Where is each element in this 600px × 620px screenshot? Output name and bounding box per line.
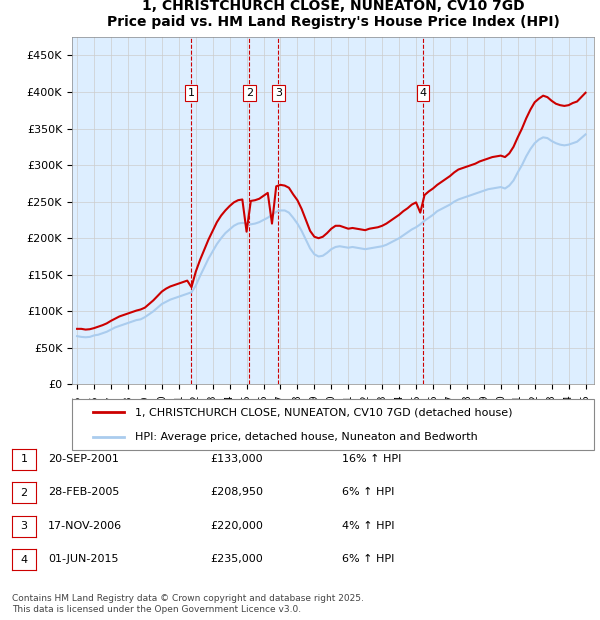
Text: 3: 3 xyxy=(20,521,28,531)
Text: 4: 4 xyxy=(20,555,28,565)
Text: 6% ↑ HPI: 6% ↑ HPI xyxy=(342,554,394,564)
Title: 1, CHRISTCHURCH CLOSE, NUNEATON, CV10 7GD
Price paid vs. HM Land Registry's Hous: 1, CHRISTCHURCH CLOSE, NUNEATON, CV10 7G… xyxy=(107,0,559,29)
Text: 16% ↑ HPI: 16% ↑ HPI xyxy=(342,454,401,464)
Text: 4: 4 xyxy=(419,88,427,98)
Text: £133,000: £133,000 xyxy=(210,454,263,464)
Text: 6% ↑ HPI: 6% ↑ HPI xyxy=(342,487,394,497)
Text: HPI: Average price, detached house, Nuneaton and Bedworth: HPI: Average price, detached house, Nune… xyxy=(134,432,478,442)
Text: 1: 1 xyxy=(20,454,28,464)
Text: 01-JUN-2015: 01-JUN-2015 xyxy=(48,554,119,564)
Text: £220,000: £220,000 xyxy=(210,521,263,531)
Text: 2: 2 xyxy=(246,88,253,98)
Text: 20-SEP-2001: 20-SEP-2001 xyxy=(48,454,119,464)
FancyBboxPatch shape xyxy=(72,399,594,450)
Text: 3: 3 xyxy=(275,88,282,98)
Text: 17-NOV-2006: 17-NOV-2006 xyxy=(48,521,122,531)
Text: 1: 1 xyxy=(187,88,194,98)
Text: 1, CHRISTCHURCH CLOSE, NUNEATON, CV10 7GD (detached house): 1, CHRISTCHURCH CLOSE, NUNEATON, CV10 7G… xyxy=(134,407,512,417)
Text: £235,000: £235,000 xyxy=(210,554,263,564)
Text: 28-FEB-2005: 28-FEB-2005 xyxy=(48,487,119,497)
Text: £208,950: £208,950 xyxy=(210,487,263,497)
Text: 2: 2 xyxy=(20,488,28,498)
Text: Contains HM Land Registry data © Crown copyright and database right 2025.
This d: Contains HM Land Registry data © Crown c… xyxy=(12,595,364,614)
Text: 4% ↑ HPI: 4% ↑ HPI xyxy=(342,521,395,531)
